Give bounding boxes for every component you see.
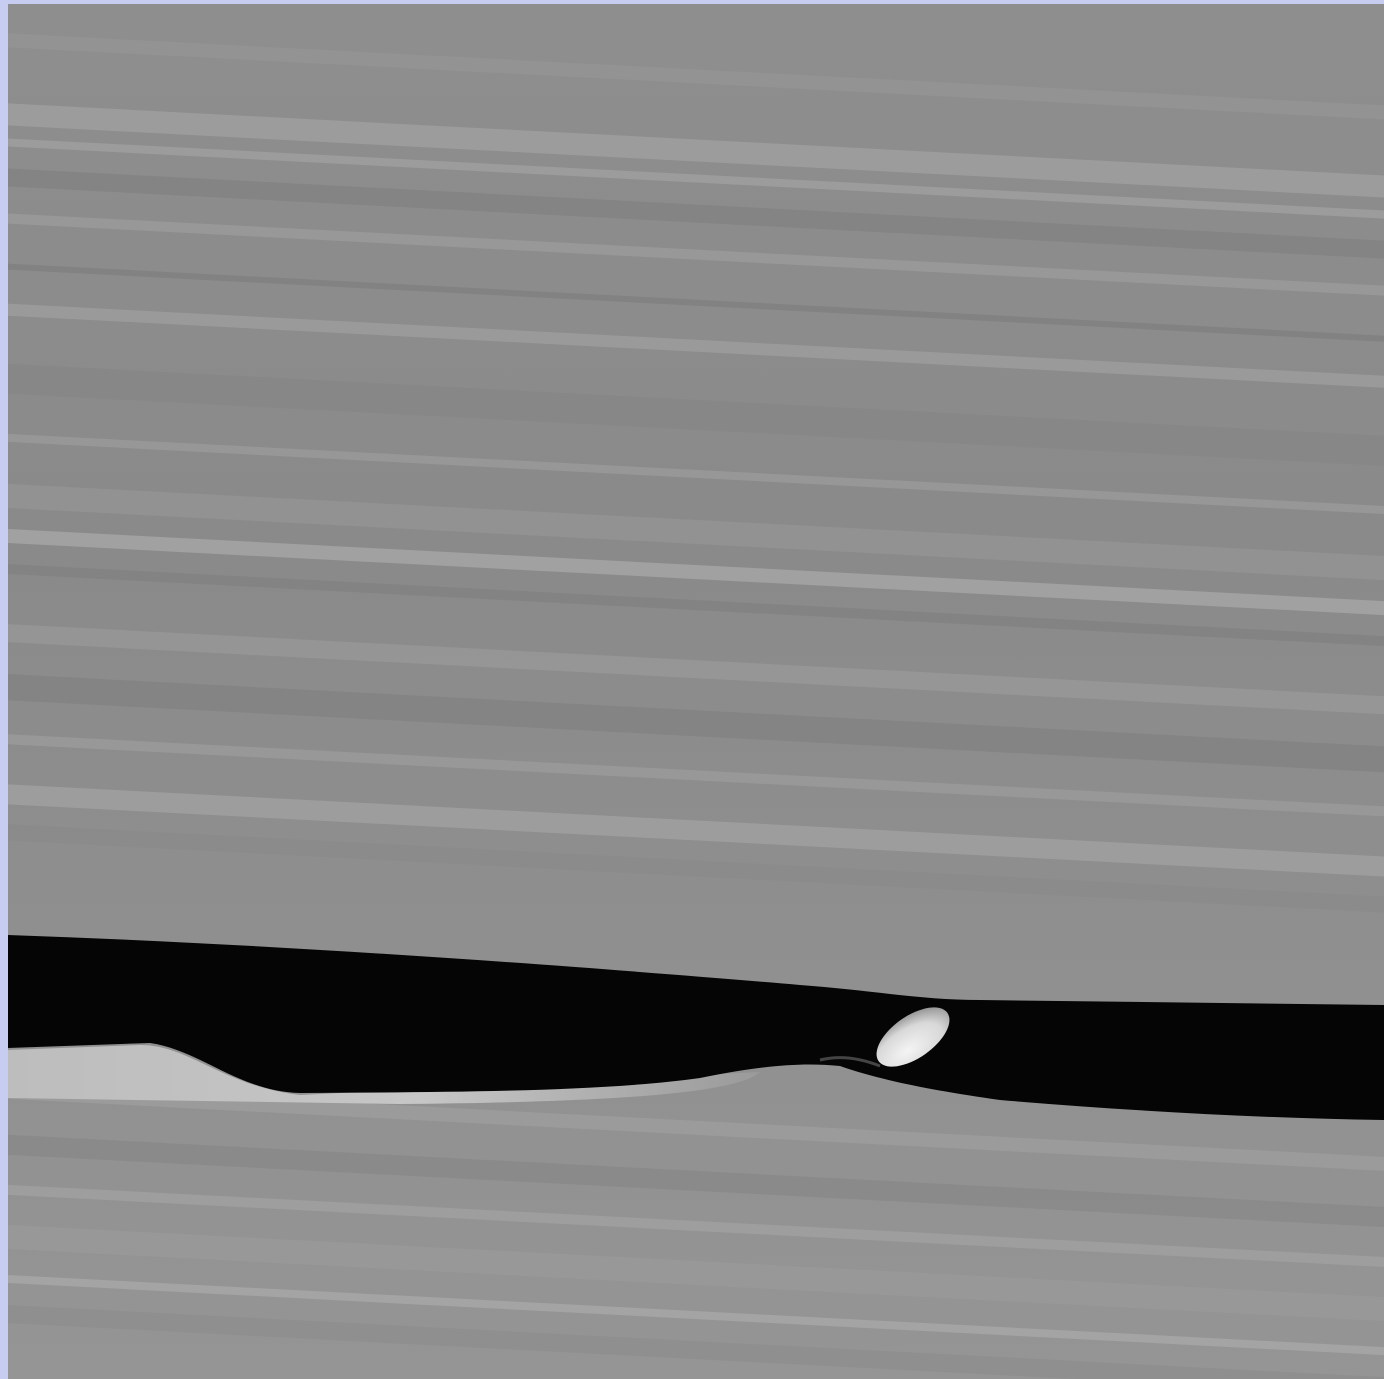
wave-ripple <box>819 1056 881 1068</box>
ring-edge-glow <box>8 1045 760 1104</box>
moon <box>876 1007 950 1067</box>
ring-stripes <box>8 29 1384 1379</box>
ring-gap <box>8 935 1384 1120</box>
